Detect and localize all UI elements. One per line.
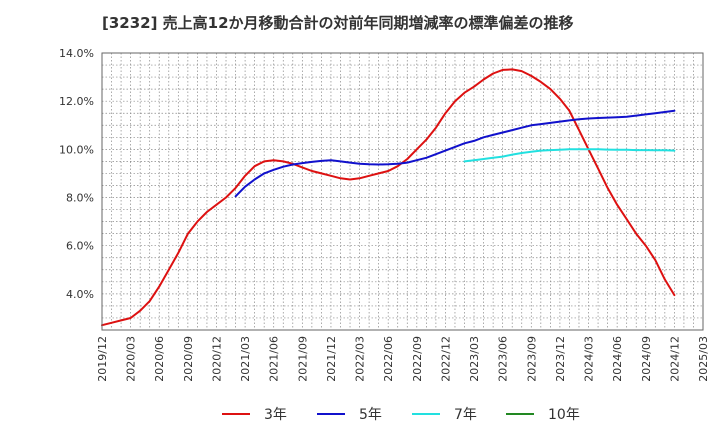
y-tick-label: 12.0%: [59, 95, 94, 108]
x-axis: 2019/12 2020/03 2020/06 2020/09 2020/12 2021/…: [96, 336, 710, 382]
x-tick-label: 2022/03: [354, 336, 367, 382]
y-axis: 4.0% 6.0% 8.0% 10.0% 12.0% 14.0%: [59, 47, 94, 301]
x-tick-label: 2022/09: [411, 336, 424, 382]
legend-label: 3年: [264, 407, 287, 423]
x-tick-label: 2024/03: [583, 336, 596, 382]
y-tick-label: 4.0%: [66, 288, 94, 301]
y-tick-label: 8.0%: [66, 192, 94, 205]
legend: 3年 5年 7年 10年: [222, 407, 580, 423]
series-line-5年: [234, 109, 676, 198]
x-tick-label: 2020/03: [125, 336, 138, 382]
y-tick-label: 14.0%: [59, 47, 94, 60]
series-line-3年: [101, 68, 676, 327]
chart-title: [3232] 売上高12か月移動合計の対前年同期増減率の標準偏差の推移: [102, 14, 574, 32]
x-tick-label: 2021/03: [239, 336, 252, 382]
x-tick-label: 2025/03: [697, 336, 710, 382]
plot-frame: [101, 52, 704, 331]
series-line-7年: [463, 148, 676, 163]
x-tick-label: 2020/12: [210, 336, 223, 382]
x-tick-label: 2019/12: [96, 336, 109, 382]
x-tick-label: 2023/12: [554, 336, 567, 382]
x-tick-label: 2020/06: [153, 336, 166, 382]
x-tick-label: 2022/06: [382, 336, 395, 382]
y-tick-label: 10.0%: [59, 143, 94, 156]
legend-label: 7年: [454, 407, 477, 423]
x-tick-label: 2024/06: [611, 336, 624, 382]
x-tick-label: 2023/06: [497, 336, 510, 382]
x-tick-label: 2021/09: [296, 336, 309, 382]
x-tick-label: 2023/03: [468, 336, 481, 382]
x-tick-label: 2022/12: [439, 336, 452, 382]
y-tick-label: 6.0%: [66, 240, 94, 253]
x-tick-label: 2020/09: [182, 336, 195, 382]
x-tick-label: 2024/09: [640, 336, 653, 382]
series-lines: [101, 68, 676, 327]
x-tick-label: 2021/12: [325, 336, 338, 382]
legend-label: 10年: [548, 407, 580, 423]
plot-area: [102, 53, 703, 330]
legend-label: 5年: [359, 407, 382, 423]
x-tick-label: 2021/06: [268, 336, 281, 382]
x-tick-label: 2024/12: [668, 336, 681, 382]
x-tick-label: 2023/09: [525, 336, 538, 382]
